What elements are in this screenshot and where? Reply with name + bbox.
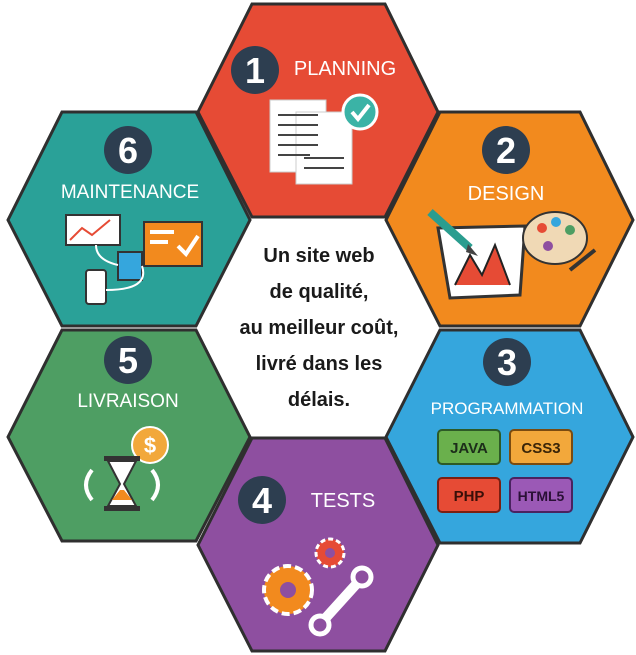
number-5: 5 bbox=[118, 340, 138, 381]
hexagon-design: 2 DESIGN bbox=[384, 110, 635, 328]
badge-java bbox=[437, 429, 501, 465]
badge-php bbox=[437, 477, 501, 513]
center-line-1: Un site web bbox=[263, 245, 375, 267]
center-line-2: de qualité, bbox=[269, 281, 369, 303]
center-slogan: Un site web de qualité, au meilleur coût… bbox=[205, 238, 433, 418]
badge-html5-label: HTML5 bbox=[518, 488, 565, 504]
number-circle-4 bbox=[238, 476, 286, 524]
devices-dashboard-icon bbox=[65, 214, 203, 305]
gears-wrench-icon bbox=[262, 537, 374, 637]
hourglass-dollar-icon: $ bbox=[84, 426, 169, 511]
center-line-3: au meilleur coût, bbox=[239, 317, 399, 339]
hexagon-programmation: 3 PROGRAMMATION JAVA CSS3 PHP HTML5 bbox=[384, 328, 635, 545]
number-circle-3 bbox=[483, 338, 531, 386]
center-line-5: délais. bbox=[287, 389, 351, 411]
palette-pencil-icon bbox=[427, 209, 597, 300]
title-livraison: LIVRAISON bbox=[77, 391, 178, 412]
number-6: 6 bbox=[118, 130, 138, 171]
svg-text:$: $ bbox=[144, 433, 156, 458]
hexagon-livraison: 5 LIVRAISON $ bbox=[6, 328, 252, 543]
hexagon-livraison-shape bbox=[6, 328, 252, 543]
badge-css3-label: CSS3 bbox=[521, 440, 560, 457]
hexagon-planning: 1 PLANNING bbox=[196, 2, 440, 219]
code-languages-icon: JAVA CSS3 PHP HTML5 bbox=[437, 429, 573, 513]
title-tests: TESTS bbox=[311, 490, 375, 512]
badge-html5 bbox=[509, 477, 573, 513]
number-2: 2 bbox=[496, 130, 516, 171]
number-circle-5 bbox=[104, 336, 152, 384]
documents-check-icon bbox=[269, 93, 379, 185]
center-line-4: livré dans les bbox=[255, 353, 383, 375]
number-circle-1 bbox=[231, 46, 279, 94]
title-planning: PLANNING bbox=[294, 58, 396, 80]
title-maintenance: MAINTENANCE bbox=[61, 182, 199, 203]
number-4: 4 bbox=[252, 480, 272, 521]
number-1: 1 bbox=[245, 50, 265, 91]
number-circle-6 bbox=[104, 126, 152, 174]
badge-css3 bbox=[509, 429, 573, 465]
badge-java-label: JAVA bbox=[450, 440, 488, 457]
badge-php-label: PHP bbox=[454, 488, 485, 505]
title-programmation: PROGRAMMATION bbox=[431, 399, 584, 418]
hexagon-maintenance: 6 MAINTENANCE bbox=[6, 110, 252, 328]
number-circle-2 bbox=[482, 126, 530, 174]
number-3: 3 bbox=[497, 342, 517, 383]
hexagon-tests: 4 TESTS bbox=[196, 436, 440, 653]
title-design: DESIGN bbox=[468, 183, 545, 205]
hexagon-maintenance-shape bbox=[6, 110, 252, 328]
